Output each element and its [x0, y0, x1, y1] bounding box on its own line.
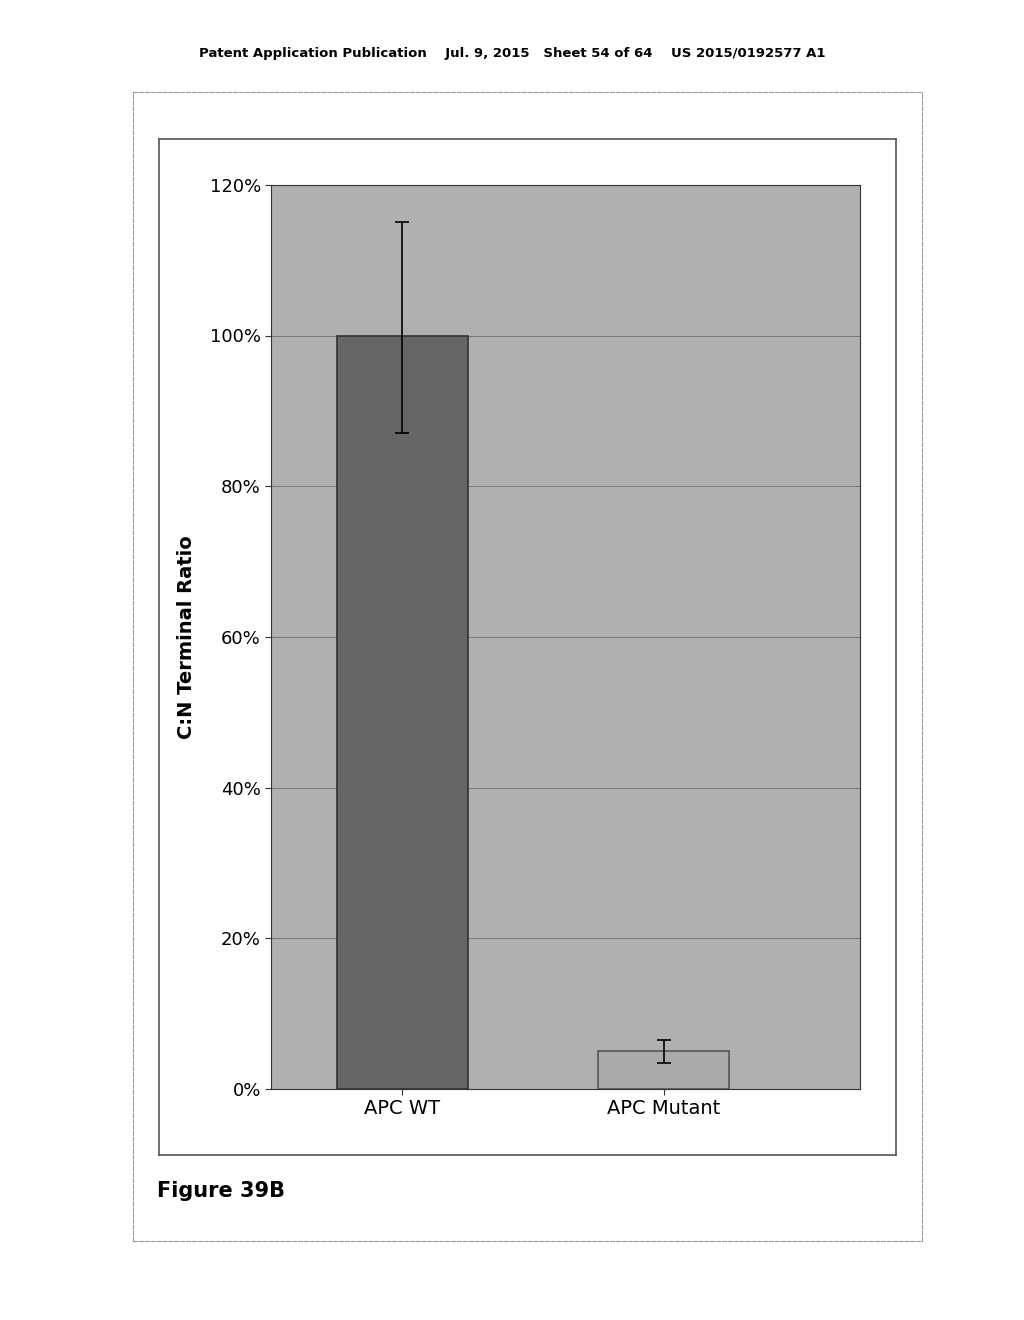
Text: Patent Application Publication    Jul. 9, 2015   Sheet 54 of 64    US 2015/01925: Patent Application Publication Jul. 9, 2… — [199, 46, 825, 59]
Bar — [598, 1051, 729, 1089]
Text: Figure 39B: Figure 39B — [157, 1180, 285, 1201]
Bar — [337, 335, 468, 1089]
Y-axis label: C:N Terminal Ratio: C:N Terminal Ratio — [177, 535, 196, 739]
